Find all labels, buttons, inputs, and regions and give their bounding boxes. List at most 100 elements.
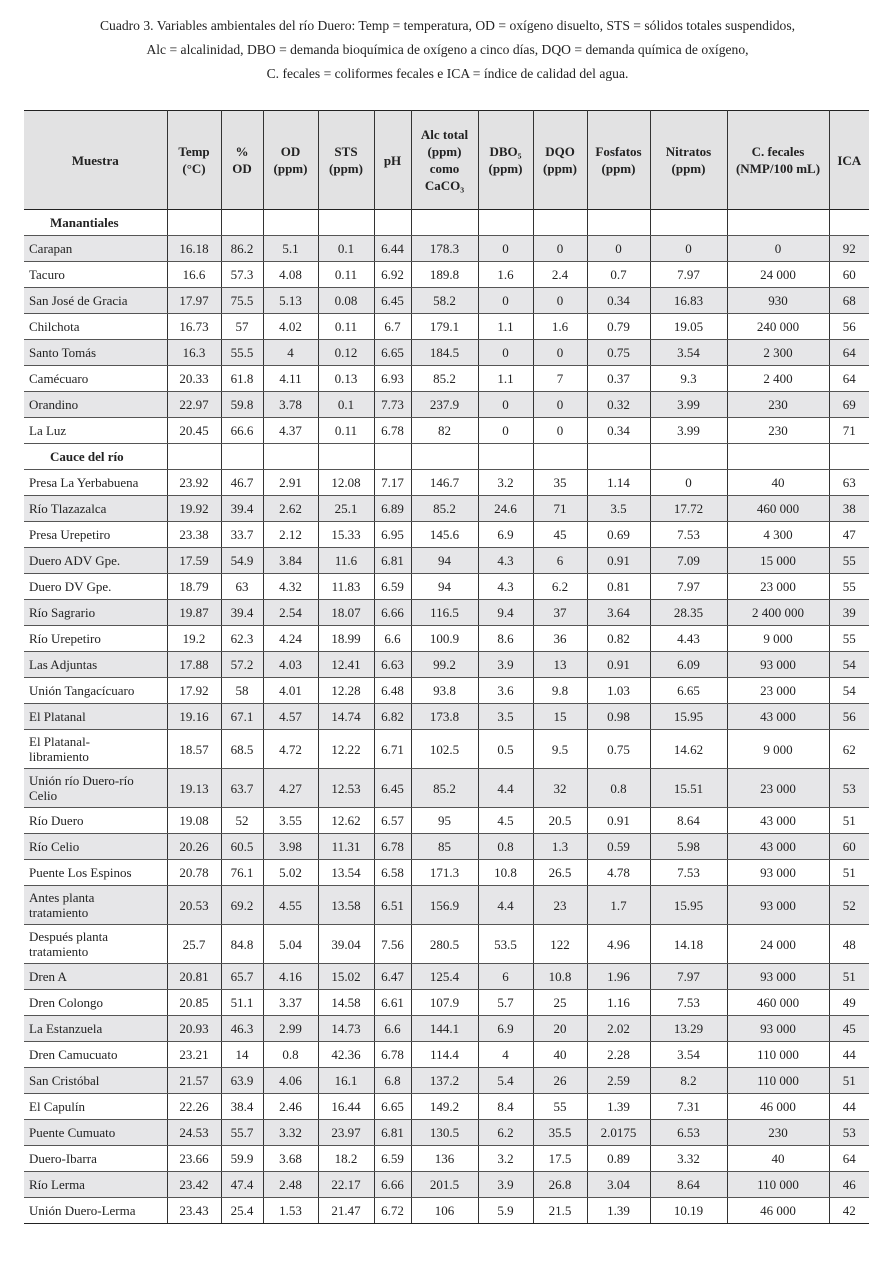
value-cell: 6: [532, 547, 588, 574]
empty-cell: [166, 209, 222, 236]
value-cell: 17.59: [166, 547, 222, 574]
column-header-line: OD: [232, 161, 252, 176]
value-cell: 4.37: [262, 417, 319, 444]
sample-name: El Platanal- libramiento: [24, 729, 168, 769]
column-header-line: Fosfatos: [595, 144, 642, 159]
value-cell: 1.3: [532, 833, 588, 860]
value-cell: 1.16: [586, 989, 651, 1016]
value-cell: 20.93: [166, 1015, 222, 1042]
value-cell: 4: [262, 339, 319, 366]
value-cell: 0.1: [317, 391, 375, 418]
value-cell: 1.96: [586, 963, 651, 990]
value-cell: 36: [532, 625, 588, 652]
column-header-line: (ppm): [601, 161, 636, 176]
value-cell: 110 000: [726, 1171, 830, 1198]
value-cell: 0.91: [586, 547, 651, 574]
value-cell: 16.1: [317, 1067, 375, 1094]
column-header-line: DBO₅: [489, 144, 522, 159]
empty-cell: [410, 443, 479, 470]
value-cell: 49: [828, 989, 869, 1016]
value-cell: 15.02: [317, 963, 375, 990]
value-cell: 8.4: [477, 1093, 534, 1120]
value-cell: 16.73: [166, 313, 222, 340]
value-cell: 110 000: [726, 1041, 830, 1068]
table-section: Manantiales Carapan 16.18 86.2 5.1 0.1 6.44 178…: [24, 209, 869, 444]
value-cell: 20.5: [532, 807, 588, 834]
value-cell: 44: [828, 1041, 869, 1068]
value-cell: 3.2: [477, 469, 534, 496]
empty-cell: [220, 443, 264, 470]
table-row: Presa Urepetiro 23.38 33.7 2.12 15.33 6.95 145…: [24, 521, 869, 548]
value-cell: 4: [477, 1041, 534, 1068]
value-cell: 0.91: [586, 807, 651, 834]
value-cell: 55: [828, 573, 869, 600]
value-cell: 184.5: [410, 339, 479, 366]
value-cell: 171.3: [410, 859, 479, 886]
value-cell: 1.39: [586, 1093, 651, 1120]
table-row: Carapan 16.18 86.2 5.1 0.1 6.44 178.3 0 0 0 0 0 92: [24, 235, 869, 262]
value-cell: 7.31: [649, 1093, 728, 1120]
sample-name: Dren Colongo: [24, 989, 168, 1016]
value-cell: 45: [828, 1015, 869, 1042]
value-cell: 82: [410, 417, 479, 444]
sample-name: San Cristóbal: [24, 1067, 168, 1094]
sample-name: Presa Urepetiro: [24, 521, 168, 548]
value-cell: 93.8: [410, 677, 479, 704]
value-cell: 6.78: [373, 417, 412, 444]
value-cell: 4.57: [262, 703, 319, 730]
value-cell: 21.57: [166, 1067, 222, 1094]
empty-cell: [726, 209, 830, 236]
value-cell: 19.92: [166, 495, 222, 522]
empty-cell: [477, 209, 534, 236]
value-cell: 14.62: [649, 729, 728, 769]
value-cell: 17.88: [166, 651, 222, 678]
value-cell: 12.53: [317, 768, 375, 808]
column-header-line: (ppm): [329, 161, 363, 176]
table-row: Río Sagrario 19.87 39.4 2.54 18.07 6.66 116.5 9…: [24, 599, 869, 626]
value-cell: 12.22: [317, 729, 375, 769]
sample-name: Puente Los Espinos: [24, 859, 168, 886]
sample-name: Duero DV Gpe.: [24, 573, 168, 600]
value-cell: 11.83: [317, 573, 375, 600]
value-cell: 38.4: [220, 1093, 264, 1120]
sample-name: La Estanzuela: [24, 1015, 168, 1042]
value-cell: 0: [477, 287, 534, 314]
sample-name: Unión Duero-Lerma: [24, 1197, 168, 1224]
table-row: La Luz 20.45 66.6 4.37 0.11 6.78 82 0 0 0.34 3.99 2…: [24, 417, 869, 444]
value-cell: 46 000: [726, 1197, 830, 1224]
empty-cell: [828, 443, 869, 470]
value-cell: 25.7: [166, 924, 222, 964]
value-cell: 43 000: [726, 807, 830, 834]
value-cell: 240 000: [726, 313, 830, 340]
value-cell: 3.6: [477, 677, 534, 704]
empty-cell: [262, 443, 319, 470]
column-header-line: %: [235, 144, 249, 159]
column-header-line: (ppm): [543, 161, 577, 176]
value-cell: 6.78: [373, 1041, 412, 1068]
table-row: La Estanzuela 20.93 46.3 2.99 14.73 6.6 144.1 6…: [24, 1015, 869, 1042]
value-cell: 3.99: [649, 417, 728, 444]
value-cell: 19.2: [166, 625, 222, 652]
value-cell: 6.45: [373, 768, 412, 808]
value-cell: 0.59: [586, 833, 651, 860]
table-row: Tacuro 16.6 57.3 4.08 0.11 6.92 189.8 1.6 2.4 0.7…: [24, 261, 869, 288]
value-cell: 6.61: [373, 989, 412, 1016]
value-cell: 6.48: [373, 677, 412, 704]
value-cell: 54: [828, 651, 869, 678]
value-cell: 0: [726, 235, 830, 262]
value-cell: 26: [532, 1067, 588, 1094]
value-cell: 6.65: [373, 339, 412, 366]
value-cell: 65.7: [220, 963, 264, 990]
column-header-line: C. fecales: [751, 144, 805, 159]
table-row: Unión Tangacícuaro 17.92 58 4.01 12.28 6.48 93…: [24, 677, 869, 704]
value-cell: 20.53: [166, 885, 222, 925]
value-cell: 7.09: [649, 547, 728, 574]
value-cell: 137.2: [410, 1067, 479, 1094]
value-cell: 4.03: [262, 651, 319, 678]
value-cell: 16.6: [166, 261, 222, 288]
value-cell: 93 000: [726, 1015, 830, 1042]
value-cell: 14: [220, 1041, 264, 1068]
value-cell: 32: [532, 768, 588, 808]
value-cell: 11.31: [317, 833, 375, 860]
sample-name: La Luz: [24, 417, 168, 444]
